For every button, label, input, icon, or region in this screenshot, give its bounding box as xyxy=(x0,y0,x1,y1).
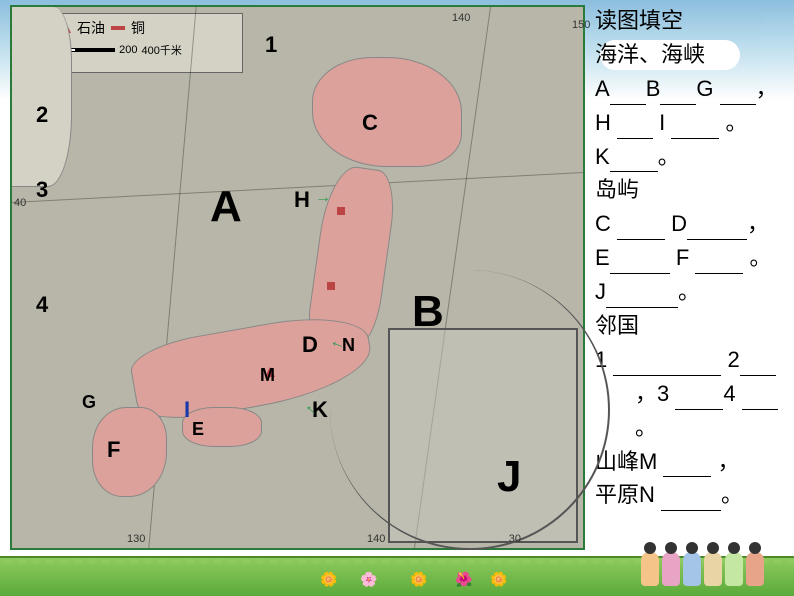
question-title: 读图填空 xyxy=(595,5,784,37)
question-panel: 读图填空 海洋、海峡 ABG ， H I 。 K。 岛屿 C D， E F 。 … xyxy=(585,5,784,550)
arrow-icon: → xyxy=(298,399,322,423)
blank-N[interactable] xyxy=(661,485,721,511)
flower-icon: 🌼 xyxy=(320,571,337,588)
coal-marker xyxy=(327,282,335,290)
grass-footer: 🌼 🌸 🌼 🌺 🌼 xyxy=(0,556,794,596)
question-line: 山峰M ， xyxy=(595,446,784,478)
label-4: 4 xyxy=(36,292,48,318)
section-ocean: 海洋、海峡 xyxy=(595,39,784,71)
blank-C[interactable] xyxy=(617,214,665,240)
inset-map xyxy=(388,328,578,543)
question-line: J。 xyxy=(595,276,784,308)
blank-I[interactable] xyxy=(671,112,719,138)
blank-F[interactable] xyxy=(695,248,743,274)
kid-icon xyxy=(725,552,743,586)
question-line: 。 xyxy=(595,412,784,444)
coord-lon130: 130 xyxy=(127,533,145,545)
section-neighbor: 邻国 xyxy=(595,310,784,342)
main-content: 煤 石油 铜 0 200 400千米 xyxy=(0,0,794,555)
arrow-icon: → xyxy=(315,189,331,207)
q-label: F xyxy=(676,245,689,270)
question-line: ABG ， xyxy=(595,73,784,105)
blank-H[interactable] xyxy=(617,112,653,138)
parallel-line xyxy=(12,172,583,203)
japan-map: 煤 石油 铜 0 200 400千米 xyxy=(10,5,585,550)
q-label: 2 xyxy=(728,347,740,372)
hokkaido-island xyxy=(312,57,462,167)
q-label: ，3 xyxy=(635,381,669,406)
blank-A[interactable] xyxy=(610,78,646,104)
question-line: 平原N 。 xyxy=(595,479,784,511)
question-line: 1 2 xyxy=(595,344,784,376)
blank-1a[interactable] xyxy=(613,349,661,375)
label-H: H xyxy=(294,187,310,213)
map-surface: A B C D E F G H I J K M N → → → 1 2 3 4 … xyxy=(12,7,583,548)
question-line: H I 。 xyxy=(595,107,784,139)
kid-icon xyxy=(746,552,764,586)
q-label: E xyxy=(595,245,610,270)
q-label: 山峰M xyxy=(595,449,657,474)
coal-marker xyxy=(337,207,345,215)
coord-lon140b: 140 xyxy=(367,533,385,545)
blank-M[interactable] xyxy=(663,451,711,477)
q-label: B xyxy=(646,76,661,101)
blank-1b[interactable] xyxy=(661,349,721,375)
q-label: C xyxy=(595,211,611,236)
coord-lat30: 30 xyxy=(509,533,521,545)
coord-lat40: 40 xyxy=(14,197,26,209)
q-label: J xyxy=(595,279,606,304)
blank-D[interactable] xyxy=(687,214,747,240)
flower-icon: 🌼 xyxy=(410,571,427,588)
question-line: C D， xyxy=(595,208,784,240)
ryukyu-arc xyxy=(330,270,610,550)
q-label: G xyxy=(696,76,713,101)
kid-icon xyxy=(704,552,722,586)
blank-K[interactable] xyxy=(610,146,658,172)
kid-icon xyxy=(641,552,659,586)
q-label: A xyxy=(595,76,610,101)
q-label: I xyxy=(659,110,665,135)
blank-J[interactable] xyxy=(606,282,678,308)
kid-icon xyxy=(662,552,680,586)
label-G: G xyxy=(82,392,96,413)
oil-marker xyxy=(265,367,275,377)
blank-4[interactable] xyxy=(742,383,778,409)
blank-G[interactable] xyxy=(720,78,756,104)
question-line: K。 xyxy=(595,141,784,173)
flower-icon: 🌼 xyxy=(490,571,507,588)
q-label: D xyxy=(671,211,687,236)
flower-icon: 🌸 xyxy=(360,571,377,588)
children-decoration xyxy=(641,552,764,586)
shikoku-island xyxy=(182,407,262,447)
question-line: E F 。 xyxy=(595,242,784,274)
blank-B[interactable] xyxy=(660,78,696,104)
q-label: H xyxy=(595,110,611,135)
q-label: 平原N xyxy=(595,482,655,507)
kyushu-island xyxy=(92,407,167,497)
coord-lon150: 150 xyxy=(572,19,590,31)
label-1: 1 xyxy=(265,32,277,58)
blank-E[interactable] xyxy=(610,248,670,274)
section-island: 岛屿 xyxy=(595,174,784,206)
coord-lon140: 140 xyxy=(452,12,470,24)
korea-peninsula xyxy=(12,7,72,187)
label-I: I xyxy=(184,397,190,423)
blank-2[interactable] xyxy=(740,349,776,375)
kid-icon xyxy=(683,552,701,586)
flower-icon: 🌺 xyxy=(455,571,472,588)
question-line: ，3 4 xyxy=(595,378,784,410)
q-label: K xyxy=(595,144,610,169)
q-label: 4 xyxy=(723,381,735,406)
blank-3[interactable] xyxy=(675,383,723,409)
